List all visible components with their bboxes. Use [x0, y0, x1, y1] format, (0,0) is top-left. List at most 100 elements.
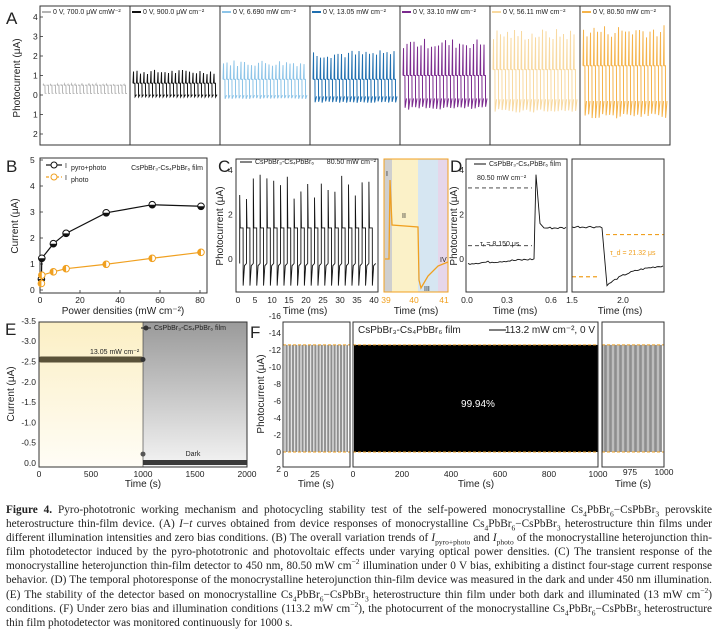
y-tick-label: 0 [459, 254, 464, 264]
data-point-fill [102, 260, 107, 268]
x-axis-label: Time (s) [615, 479, 651, 490]
data-point-fill [62, 265, 67, 272]
x-tick-label: 0 [37, 469, 42, 479]
y-axis-label: Photocurrent (μA) [256, 354, 267, 433]
photocurrent-trace-end [602, 344, 663, 452]
photocurrent-trace-1 [42, 82, 128, 94]
x-tick-label: 400 [444, 469, 458, 479]
photocurrent-trace-4 [312, 50, 398, 103]
y-tick-label: 0 [30, 285, 35, 295]
legend-label: 0 V, 700.0 μW cmW⁻² [53, 9, 121, 16]
caption-segment: perovskite heterostructure thin-film dev… [6, 504, 712, 531]
annotation: CsPbBr₃-Cs₄PbBr₆ film [358, 325, 461, 336]
y-axis-label: Current (μA) [6, 366, 17, 421]
photocurrent-trace-6 [492, 29, 578, 113]
y-tick-label: 2 [33, 51, 38, 61]
caption-segment: ) conditions. (F) Under zero bias and il… [6, 588, 712, 615]
x-tick-label: 0 [284, 469, 289, 479]
stage-label: IV [440, 257, 447, 264]
caption-segment: −2 [700, 585, 709, 595]
y-tick-label: 2 [459, 210, 464, 220]
x-tick-label: 0 [236, 295, 241, 305]
x-axis-label: Time (ms) [283, 306, 328, 317]
x-axis-label: Power densities (mW cm⁻²) [62, 306, 185, 317]
data-point-fill [102, 212, 110, 217]
figure-caption: Figure 4. Pyro-phototronic working mecha… [6, 503, 712, 630]
light-current-trace [39, 356, 143, 363]
caption-segment: 4 [583, 509, 587, 519]
y-tick-label: 4 [228, 165, 233, 175]
x-tick-label: 975 [623, 467, 637, 477]
data-point-fill [38, 280, 42, 287]
legend-label: 0 V, 33.10 mW cm⁻² [413, 9, 477, 16]
data-point-fill [62, 233, 70, 237]
x-tick-label: 40 [369, 295, 379, 305]
x-tick-label: 5 [253, 295, 258, 305]
x-tick-label: 20 [75, 295, 85, 305]
y-tick-label: 3 [33, 32, 38, 42]
dark-region [143, 322, 247, 467]
y-tick-label: -2.0 [21, 377, 36, 387]
inset-frame [383, 158, 449, 293]
stage-label: I [386, 171, 388, 178]
y-tick-label: 1 [30, 259, 35, 269]
y-tick-label: 2 [276, 464, 281, 474]
x-axis-label: Time (s) [298, 479, 334, 490]
data-point-fill [38, 271, 42, 279]
caption-segment: 6 [511, 523, 516, 533]
x-tick-label: 60 [155, 295, 165, 305]
dark-current-trace [143, 460, 247, 465]
y-tick-label: 0 [228, 254, 233, 264]
y-tick-label: 1 [33, 71, 38, 81]
x-tick-label: 0 [38, 295, 43, 305]
decay-trace [571, 225, 664, 287]
caption-segment: −2 [351, 557, 360, 567]
data-point-fill [50, 243, 57, 248]
annotation: CsPbBr₃-Cs₄PbBr₆ film [131, 165, 203, 172]
data-point-fill [197, 249, 201, 256]
data-point-fill [50, 268, 54, 276]
x-tick-label: 200 [395, 469, 409, 479]
stage-band-1 [384, 159, 392, 292]
inset-x-tick-label: 41 [439, 295, 449, 305]
legend-label: 0 V, 56.11 mW cm⁻² [503, 9, 566, 16]
x-tick-label: 500 [84, 469, 98, 479]
legend-marker [50, 161, 58, 169]
plot-frame [282, 321, 351, 468]
x-tick-label: 15 [284, 295, 294, 305]
rise-time-label: τᵣ = 8.150 μs [480, 241, 520, 248]
legend-label: CsPbBr₃-Cs₄PbBr₆ film [154, 325, 226, 332]
caption-segment: −CsPbBr [595, 602, 638, 615]
stage-label: II [402, 213, 406, 220]
data-point-fill [148, 254, 153, 262]
x-tick-label: 0.6 [545, 295, 557, 305]
legend-marker [50, 173, 58, 181]
caption-segment: Figure 4. [6, 504, 53, 516]
x-tick-label: 25 [310, 469, 320, 479]
caption-segment: −CsPbBr [613, 504, 656, 516]
panel-a-frame [39, 5, 671, 146]
y-axis-label: Photocurrent (μA) [12, 38, 23, 117]
legend-label: I [65, 163, 67, 170]
caption-segment: 6 [610, 509, 614, 519]
caption-segment: heterostructure thin film photodetector … [6, 602, 713, 629]
y-tick-label: -4 [273, 413, 281, 423]
inset-x-tick-label: 39 [381, 295, 391, 305]
y-tick-label: 0.0 [24, 458, 36, 468]
stage-label: III [424, 286, 430, 293]
plot-frame [39, 157, 208, 294]
caption-segment: I [431, 532, 436, 545]
x-tick-label: 1000 [589, 469, 608, 479]
plot-frame [352, 321, 599, 468]
y-tick-label: 4 [459, 165, 464, 175]
caption-segment: and [470, 532, 493, 545]
caption-segment: t [189, 518, 193, 531]
caption-segment: −CsPbBr [323, 588, 366, 601]
x-tick-label: 0 [351, 469, 356, 479]
panel-e: E -3.5 -3.0 -2.5 -2.0 -1.5 -1.0 -0.5 0.00 500 1000… [5, 316, 257, 490]
stage-band-4 [438, 159, 448, 292]
x-tick-label: 30 [335, 295, 345, 305]
y-tick-label: -0.5 [21, 438, 36, 448]
x-tick-label: 35 [352, 295, 362, 305]
plot-frame-left [465, 158, 568, 293]
